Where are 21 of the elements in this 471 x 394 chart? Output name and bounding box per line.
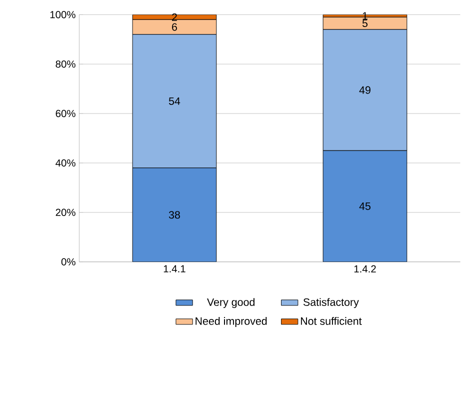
y-tick-label: 0% bbox=[61, 258, 76, 266]
legend-label: Satisfactory bbox=[303, 298, 359, 308]
y-tick-label: 100% bbox=[50, 11, 76, 18]
y-tick-label: 60% bbox=[56, 110, 76, 118]
data-label: 2 bbox=[172, 14, 177, 21]
legend-label: Not sufficient bbox=[300, 317, 362, 326]
bar bbox=[132, 168, 217, 262]
y-tick-label: 20% bbox=[56, 208, 76, 216]
data-label: 38 bbox=[168, 211, 180, 219]
bar bbox=[322, 150, 408, 262]
y-tick-label: 40% bbox=[56, 159, 76, 167]
legend-label: Need improved bbox=[196, 317, 267, 328]
data-label: 6 bbox=[172, 23, 177, 31]
data-label: 49 bbox=[359, 86, 370, 94]
x-tick-label: 1.4.1 bbox=[164, 265, 186, 272]
y-tick-label: 80% bbox=[56, 60, 76, 68]
data-label: 54 bbox=[168, 98, 180, 106]
data-label: 45 bbox=[359, 202, 370, 210]
x-tick-label: 1.4.2 bbox=[354, 265, 376, 273]
legend-label: Very good bbox=[207, 298, 254, 308]
data-label: 5 bbox=[362, 20, 368, 28]
